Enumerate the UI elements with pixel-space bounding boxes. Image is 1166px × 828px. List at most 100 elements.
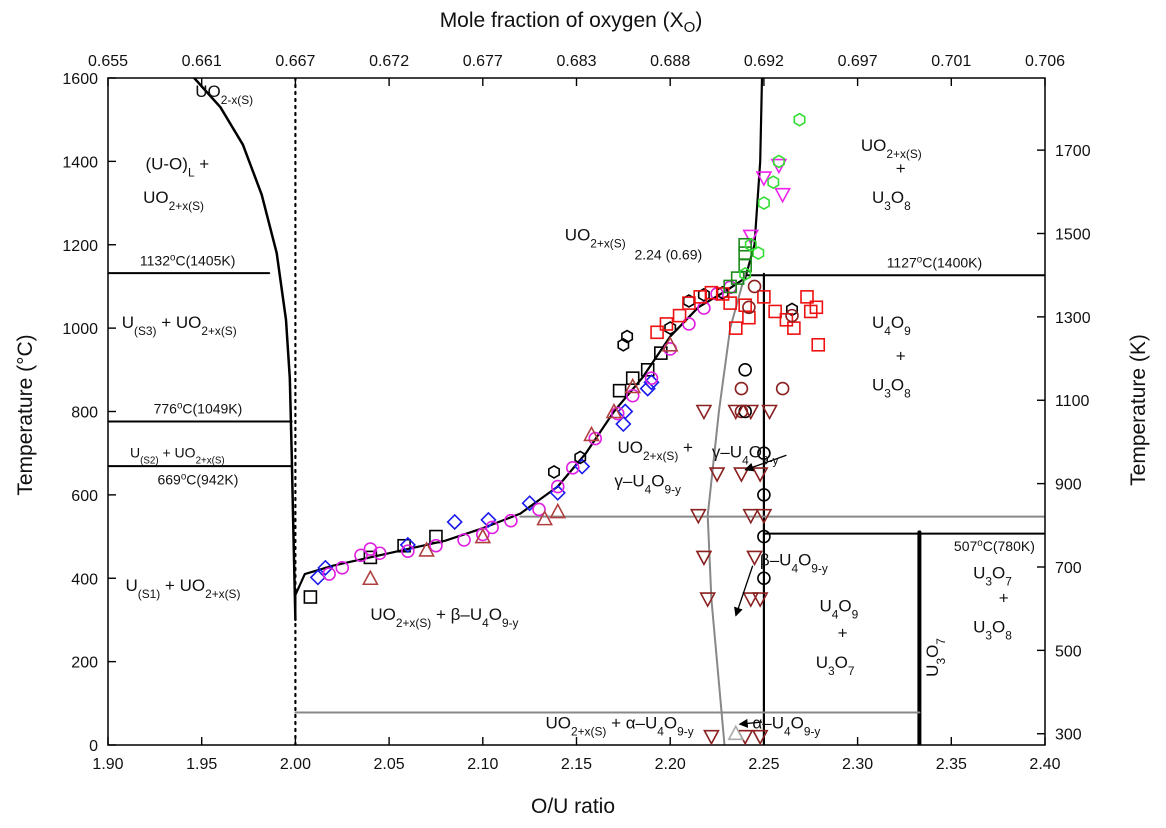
region-label: γ–U4O9-y [712, 442, 779, 467]
y-tick-label: 1600 [62, 71, 98, 88]
inverted-triangle-marker [699, 592, 717, 608]
region-label: (U-O)L + [145, 155, 209, 180]
right-tick-label: 300 [1055, 727, 1082, 744]
line-liquidus [192, 78, 297, 622]
region-label: + [896, 159, 906, 178]
x-tick-label: 2.10 [467, 756, 498, 773]
region-label: U3O7 [816, 653, 855, 678]
line-solvus [294, 78, 764, 615]
inverted-triangle-marker [755, 171, 773, 187]
hexagon-marker [793, 112, 806, 127]
data-points [303, 112, 826, 746]
region-label: α–U4O9-y [752, 713, 820, 738]
region-label: U(S2) + UO2+x(S) [130, 444, 225, 466]
inverted-triangle-marker [746, 550, 763, 567]
temperature-label: 669oC(942K) [157, 471, 238, 488]
circle-marker [565, 460, 580, 475]
diamond-marker [446, 513, 463, 531]
x-tick-label: 2.15 [561, 756, 592, 773]
right-tick-label: 900 [1055, 477, 1082, 494]
circle-marker [588, 431, 603, 446]
plot-frame [107, 77, 1046, 746]
circle-marker [625, 388, 640, 403]
line-u4o9-y-boundary [706, 272, 747, 745]
region-label: UO2+x(S) + β–U4O9-y [370, 605, 518, 630]
circle-marker [757, 488, 771, 502]
y-tick-label: 600 [71, 488, 98, 505]
circle-marker [354, 548, 368, 563]
region-label: U3O8 [872, 188, 911, 213]
triangle-marker [605, 402, 623, 419]
circle-marker [532, 502, 546, 517]
top-tick-label: 0.688 [650, 53, 690, 70]
region-label: U4O9 [819, 597, 858, 622]
region-label: UO2+x(S) [143, 188, 204, 213]
inverted-triangle-marker [689, 508, 707, 525]
square-marker [723, 296, 737, 310]
inverted-triangle-marker [742, 592, 760, 608]
inverted-triangle-marker [695, 550, 713, 567]
right-tick-label: 700 [1055, 560, 1082, 577]
inverted-triangle-marker [774, 187, 791, 204]
top-tick-label: 0.672 [369, 53, 409, 70]
inverted-triangle-marker [736, 729, 754, 746]
region-label: U4O9 [872, 313, 911, 338]
square-marker [723, 279, 737, 294]
circle-marker [747, 279, 762, 294]
circle-marker [401, 544, 415, 558]
circle-marker [372, 546, 387, 561]
x-tick-label: 1.90 [92, 756, 123, 773]
circle-marker [457, 533, 471, 547]
circle-marker [644, 371, 659, 385]
region-label: UO2-x(S) [195, 82, 253, 107]
square-marker [738, 237, 752, 252]
right-tick-label: 1700 [1055, 143, 1091, 160]
triangle-marker [549, 502, 567, 519]
hexagon-marker [697, 287, 710, 302]
triangle-marker [583, 425, 600, 442]
region-label: U(S1) + UO2+x(S) [125, 576, 240, 601]
region-label: + [838, 624, 848, 643]
hexagon-marker [767, 175, 780, 190]
square-marker [715, 287, 730, 301]
top-tick-label: 0.706 [1025, 53, 1065, 70]
y-tick-label: 400 [71, 571, 98, 588]
square-marker [303, 590, 318, 604]
inverted-triangle-marker [755, 508, 773, 525]
right-tick-label: 1300 [1055, 310, 1091, 327]
x-tick-label: 2.35 [936, 756, 967, 773]
top-tick-label: 0.697 [838, 53, 878, 70]
hexagon-marker [621, 329, 634, 344]
square-marker [728, 321, 743, 335]
hexagon-marker [772, 154, 785, 169]
hexagon-marker [739, 266, 752, 281]
right-tick-label: 1500 [1055, 226, 1091, 243]
x-axis-label: O/U ratio [531, 795, 615, 818]
square-marker [787, 321, 801, 335]
circle-marker [734, 381, 749, 396]
square-marker [659, 317, 674, 331]
right-y-axis-label: Temperature (K) [1127, 334, 1150, 486]
temperature-label: 1132oC(1405K) [140, 252, 235, 269]
right-tick-label: 500 [1055, 643, 1082, 660]
region-label: U3O7 [973, 563, 1012, 588]
triangle-marker [536, 509, 553, 526]
diamond-marker [643, 374, 660, 391]
region-label: β–U4O9-y [760, 551, 828, 576]
region-label: UO2+x(S) [861, 136, 922, 161]
inverted-triangle-marker [761, 404, 778, 421]
inverted-triangle-marker [703, 729, 720, 746]
circle-marker [429, 538, 443, 553]
x-tick-label: 1.95 [186, 756, 217, 773]
square-marker [672, 308, 687, 323]
circle-marker [775, 381, 790, 396]
hexagon-marker [664, 321, 677, 336]
triangle-marker [474, 527, 492, 544]
x-tick-label: 2.00 [280, 756, 311, 773]
triangle-marker [418, 541, 435, 557]
circle-marker [322, 567, 336, 581]
top-tick-label: 0.661 [182, 53, 222, 70]
diamond-marker [639, 380, 656, 397]
circle-marker [485, 520, 499, 535]
